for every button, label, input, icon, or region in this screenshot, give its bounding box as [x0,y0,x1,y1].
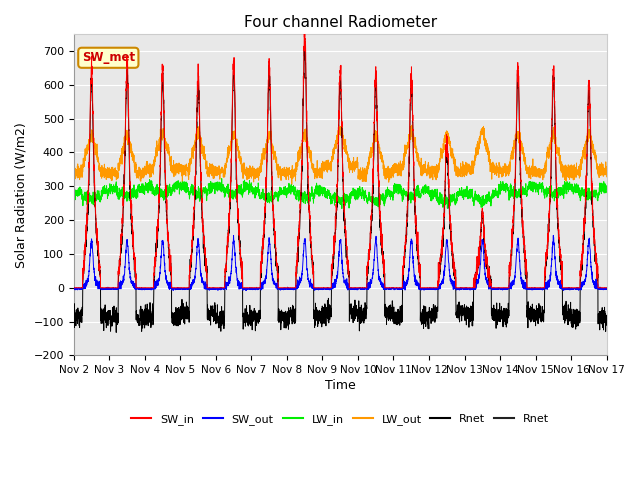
SW_in [301,29,308,35]
SW_in [490,285,497,290]
SW_out [70,285,77,291]
X-axis label: Time: Time [325,379,356,392]
LW_out [166,154,173,160]
Line: SW_out: SW_out [74,235,607,290]
Rnet [301,38,309,44]
Line: LW_in: LW_in [74,179,607,209]
Y-axis label: Solar Radiation (W/m2): Solar Radiation (W/m2) [15,122,28,267]
LW_out [288,181,296,187]
LW_out [602,170,610,176]
Line: Rnet: Rnet [74,41,607,333]
Line: LW_out: LW_out [74,125,607,184]
Rnet [430,305,438,311]
Legend: SW_in, SW_out, LW_in, LW_out, Rnet, Rnet: SW_in, SW_out, LW_in, LW_out, Rnet, Rnet [127,409,554,429]
Rnet [70,310,77,316]
LW_out [430,165,438,170]
SW_out [602,286,610,291]
SW_in [460,285,467,290]
LW_in [430,188,438,194]
SW_out [550,232,557,238]
LW_out [603,174,611,180]
LW_in [603,186,611,192]
LW_in [602,187,610,193]
LW_out [70,170,77,176]
Rnet [166,260,173,266]
SW_out [321,286,328,291]
LW_out [490,168,498,174]
SW_out [166,285,173,291]
Title: Four channel Radiometer: Four channel Radiometer [244,15,436,30]
SW_in [70,285,77,290]
Rnet [603,317,611,323]
SW_out [460,287,467,292]
Rnet [602,313,610,319]
Line: SW_in: SW_in [74,32,607,288]
SW_out [170,288,177,293]
Rnet [490,318,498,324]
SW_out [430,286,438,291]
LW_out [408,122,415,128]
LW_in [338,206,346,212]
SW_out [603,286,611,292]
SW_in [166,252,173,258]
SW_in [430,285,438,290]
Rnet [113,330,120,336]
LW_out [460,170,467,176]
LW_in [321,186,328,192]
Rnet [321,309,328,314]
LW_in [490,192,498,198]
Rnet [460,310,467,315]
Text: SW_met: SW_met [82,51,135,64]
LW_in [460,196,467,202]
SW_in [321,285,328,290]
SW_out [490,287,497,292]
LW_in [218,176,225,181]
LW_in [70,192,77,197]
SW_in [602,285,610,290]
LW_in [166,186,173,192]
SW_in [603,285,611,290]
LW_out [321,168,328,174]
